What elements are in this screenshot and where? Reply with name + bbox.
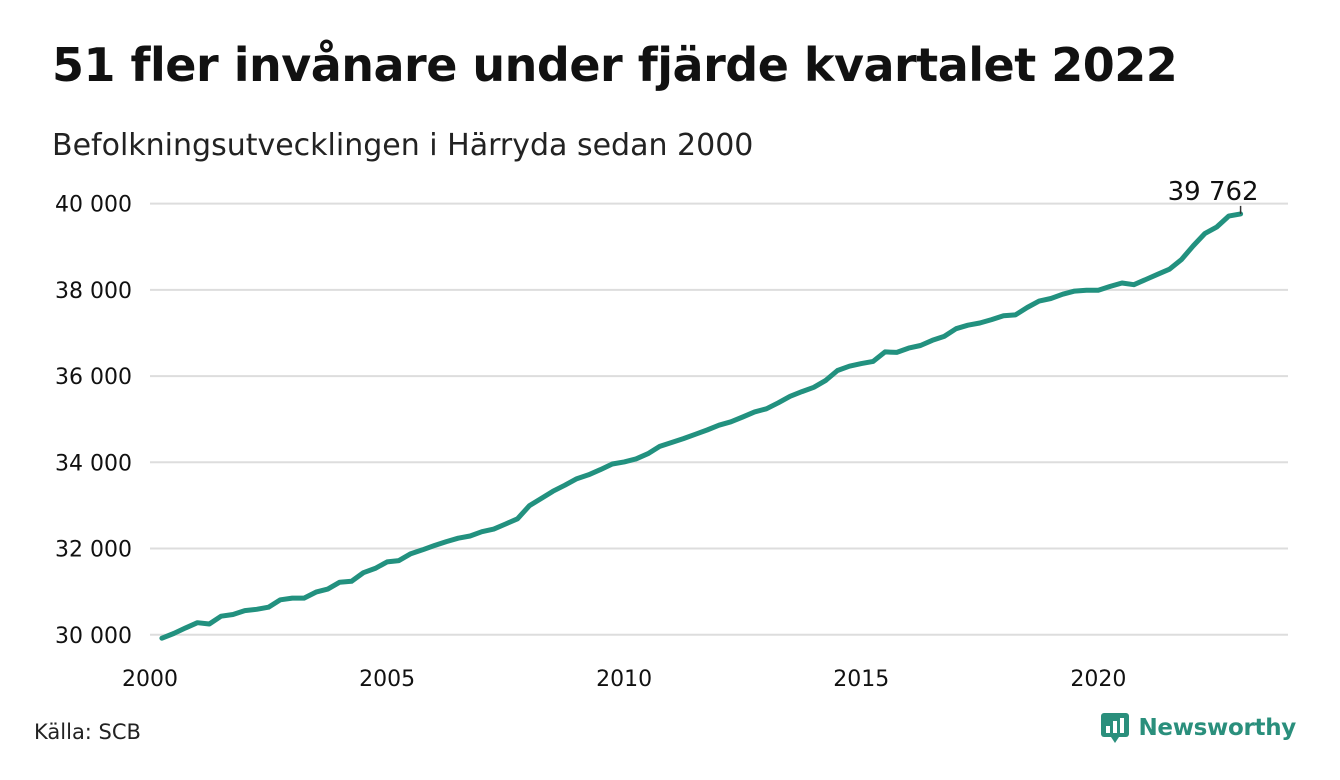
y-tick-label: 40 000 (55, 193, 132, 218)
x-tick-label: 2005 (359, 667, 415, 692)
y-tick-label: 32 000 (55, 538, 132, 563)
newsworthy-brand[interactable]: Newsworthy (1100, 712, 1296, 744)
y-tick-label: 34 000 (55, 451, 132, 476)
chart-subtitle: Befolkningsutvecklingen i Härryda sedan … (52, 128, 754, 163)
x-tick-label: 2015 (833, 667, 889, 692)
x-tick-label: 2000 (122, 667, 178, 692)
y-tick-label: 30 000 (55, 624, 132, 649)
y-tick-label: 38 000 (55, 279, 132, 304)
y-tick-label: 36 000 (55, 365, 132, 390)
population-line (159, 211, 1244, 641)
population-line-chart: 30 000 32 000 34 000 36 000 38 000 40 000 2000… (55, 177, 1288, 692)
newsworthy-logo-icon (1101, 713, 1130, 743)
x-tick-label: 2020 (1070, 667, 1126, 692)
chart-title: 51 fler invånare under fjärde kvartalet … (52, 38, 1178, 92)
newsworthy-brand-name: Newsworthy (1138, 715, 1296, 741)
source-note: Källa: SCB (34, 720, 141, 744)
x-tick-label: 2010 (596, 667, 652, 692)
end-value-label: 39 762 (1168, 177, 1259, 207)
